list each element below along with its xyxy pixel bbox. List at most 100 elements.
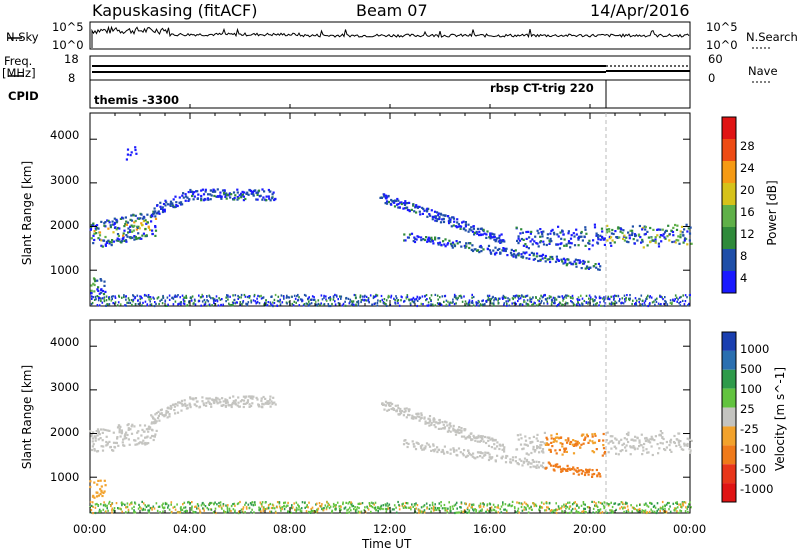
power-cell [456, 242, 459, 245]
velocity-cell [127, 438, 130, 441]
velocity-cell [346, 511, 348, 514]
power-cell [603, 300, 605, 303]
power-cell [323, 303, 326, 306]
velocity-cell [632, 506, 635, 509]
power-cell [585, 294, 588, 297]
power-cell [411, 300, 414, 303]
velocity-cell [414, 504, 416, 507]
power-cell [200, 189, 203, 192]
power-cell [534, 235, 537, 238]
power-cell [625, 297, 627, 300]
power-cell [216, 188, 219, 191]
velocity-cell [496, 454, 499, 457]
power-cell [400, 299, 402, 302]
velocity-cell [532, 460, 535, 463]
power-cell [598, 297, 601, 300]
power-cell [265, 304, 267, 307]
velocity-cell [463, 429, 466, 432]
velocity-cb-tick-m25: -25 [740, 422, 759, 436]
power-cell [518, 294, 521, 298]
power-cell [224, 195, 227, 198]
power-cell [411, 298, 414, 301]
velocity-cell [323, 507, 325, 510]
velocity-cell [428, 418, 431, 421]
power-cell [686, 296, 688, 299]
velocity-cell [488, 436, 491, 439]
power-cell [146, 303, 149, 306]
velocity-cell [685, 506, 687, 509]
velocity-cell [540, 450, 544, 453]
power-cell [357, 304, 360, 307]
power-cell [415, 238, 418, 241]
velocity-cell [150, 414, 153, 417]
power-cell [565, 244, 568, 247]
velocity-cell [374, 501, 377, 504]
velocity-cell [364, 506, 366, 509]
velocity-cell [226, 399, 229, 402]
power-cell [557, 259, 560, 262]
velocity-cell [535, 504, 538, 508]
power-cell [110, 241, 113, 244]
nave-label: Nave [748, 64, 778, 78]
power-cell [329, 299, 332, 302]
velocity-cell [366, 506, 369, 510]
velocity-cell [213, 401, 216, 405]
velocity-cell [93, 481, 96, 484]
velocity-cell [100, 489, 103, 492]
velocity-cell [525, 443, 528, 446]
power-cell [664, 237, 667, 240]
velocity-cell [155, 429, 158, 432]
power-cell [406, 206, 409, 209]
velocity-cell [126, 433, 129, 437]
power-cell [97, 296, 100, 300]
velocity-cell [627, 510, 630, 513]
power-cell [415, 204, 418, 207]
velocity-cell [448, 426, 451, 430]
power-cell [453, 244, 456, 247]
velocity-cell [250, 511, 252, 514]
velocity-cell [419, 445, 422, 448]
power-cell [431, 238, 434, 241]
velocity-cell [610, 501, 612, 504]
power-cell [536, 229, 539, 232]
velocity-cell [274, 403, 277, 406]
power-cell [385, 299, 388, 302]
velocity-cell [295, 501, 298, 504]
power-cell [570, 234, 573, 237]
power-cell [553, 302, 555, 305]
velocity-cell [384, 507, 387, 510]
cpid-frame [89, 79, 691, 109]
velocity-cell [382, 504, 385, 507]
velocity-cell [416, 412, 419, 415]
velocity-cell [479, 439, 483, 442]
power-cell [656, 297, 658, 300]
power-cell [157, 296, 160, 299]
power-cell [572, 232, 575, 235]
power-cell [347, 297, 350, 300]
power-cell [373, 295, 376, 298]
velocity-cell [591, 440, 594, 443]
power-cell [129, 237, 132, 240]
power-cell [416, 296, 419, 299]
velocity-cell [245, 501, 247, 504]
power-cell [145, 294, 148, 297]
velocity-cell [267, 507, 270, 510]
velocity-cell [438, 502, 441, 505]
velocity-cell [151, 434, 154, 438]
power-cell [638, 300, 640, 304]
velocity-cell [462, 454, 465, 457]
velocity-cell [578, 511, 581, 514]
velocity-cell [138, 503, 140, 506]
power-cell [588, 294, 591, 297]
power-cell [592, 300, 594, 303]
power-cell [105, 295, 108, 298]
power-cell [182, 196, 185, 199]
power-cell [494, 246, 497, 249]
power-cell [222, 192, 226, 195]
velocity-cell [284, 501, 287, 504]
power-cell [533, 257, 537, 261]
velocity-cell [669, 438, 673, 441]
power-cell [499, 252, 502, 255]
power-cell [431, 218, 434, 221]
power-cell [642, 299, 644, 302]
